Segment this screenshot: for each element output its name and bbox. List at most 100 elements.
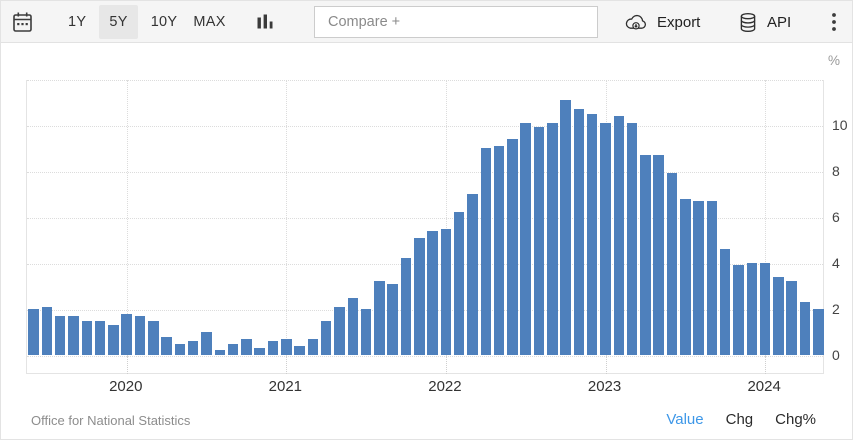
bar-jan-2020[interactable] [121, 313, 132, 355]
plot-area [26, 80, 824, 374]
y-axis-label-10: 10 [832, 117, 848, 133]
bar-aug-2019[interactable] [54, 315, 66, 355]
gridline-year-2024 [765, 80, 767, 356]
bar-may-2020[interactable] [174, 343, 186, 355]
y-axis-label-2: 2 [832, 301, 840, 317]
gridline-y-0 [27, 356, 823, 357]
chart-type-button[interactable] [257, 1, 274, 43]
bar-oct-2022[interactable] [560, 99, 571, 355]
database-icon [737, 12, 759, 33]
bar-oct-2021[interactable] [400, 258, 412, 355]
bar-nov-2023[interactable] [733, 265, 744, 355]
bar-sep-2023[interactable] [706, 200, 718, 355]
axis-tick-2022 [445, 356, 447, 374]
bar-dec-2022[interactable] [586, 113, 598, 355]
gridline-year-2021 [286, 80, 288, 356]
bar-dec-2020[interactable] [267, 341, 279, 355]
bar-jan-2023[interactable] [600, 122, 611, 355]
range-button-10y[interactable]: 10Y [148, 5, 181, 39]
bar-mar-2021[interactable] [307, 338, 319, 355]
bar-dec-2019[interactable] [108, 325, 119, 355]
bar-sep-2022[interactable] [547, 122, 558, 355]
bar-sep-2019[interactable] [68, 315, 79, 355]
bar-jul-2019[interactable] [41, 306, 53, 355]
bar-feb-2022[interactable] [453, 212, 465, 355]
bar-mar-2022[interactable] [467, 194, 478, 355]
bar-aug-2022[interactable] [533, 127, 545, 355]
x-axis-label-2023: 2023 [587, 378, 622, 395]
bar-jun-2020[interactable] [187, 341, 199, 355]
mode-link-chgpct[interactable]: Chg% [775, 411, 816, 428]
bar-nov-2019[interactable] [94, 320, 106, 355]
bar-nov-2022[interactable] [573, 108, 585, 355]
bar-may-2023[interactable] [653, 154, 664, 355]
bar-jan-2024[interactable] [759, 263, 771, 355]
bar-jul-2023[interactable] [680, 198, 691, 355]
bar-oct-2019[interactable] [81, 320, 92, 355]
calendar-button[interactable] [12, 1, 33, 43]
bar-jan-2022[interactable] [440, 228, 452, 355]
y-axis-label-8: 8 [832, 163, 840, 179]
columns-icon [257, 13, 274, 31]
gridline-y-10 [27, 126, 823, 127]
bar-dec-2023[interactable] [746, 263, 757, 355]
bar-aug-2020[interactable] [214, 350, 225, 355]
bar-feb-2023[interactable] [613, 115, 624, 355]
mode-link-chg[interactable]: Chg [725, 411, 754, 428]
bar-may-2024[interactable] [813, 309, 824, 355]
more-menu-button[interactable] [821, 1, 847, 43]
bar-apr-2021[interactable] [320, 320, 332, 355]
bar-jul-2022[interactable] [520, 122, 531, 355]
bar-aug-2021[interactable] [374, 281, 385, 355]
chart-area: % 2020 2021 2022 2023 2024 0 2 4 6 8 10 [1, 44, 852, 399]
y-axis-unit: % [828, 53, 841, 68]
bar-feb-2020[interactable] [134, 315, 146, 355]
source-link[interactable]: Office for National Statistics [31, 413, 191, 428]
gridline-year-2020 [126, 80, 128, 356]
api-label: API [767, 13, 792, 31]
bar-oct-2023[interactable] [719, 249, 731, 355]
y-axis-label-6: 6 [832, 209, 840, 225]
bar-jun-2022[interactable] [507, 138, 518, 355]
bar-dec-2021[interactable] [427, 230, 438, 355]
gridline-year-2022 [445, 80, 447, 356]
y-axis-label-4: 4 [832, 255, 840, 271]
kebab-menu-icon [831, 12, 837, 32]
bar-nov-2020[interactable] [254, 348, 265, 355]
bar-apr-2023[interactable] [640, 154, 651, 355]
bar-jul-2021[interactable] [360, 309, 372, 355]
bar-jun-2019[interactable] [28, 309, 39, 355]
export-button[interactable]: Export [624, 1, 700, 43]
bar-sep-2021[interactable] [387, 283, 398, 355]
bar-jun-2023[interactable] [666, 173, 678, 355]
x-axis-label-2021: 2021 [268, 378, 303, 395]
range-button-max[interactable]: MAX [190, 5, 228, 39]
range-button-5y[interactable]: 5Y [99, 5, 138, 39]
export-label: Export [657, 13, 701, 31]
axis-tick-2024 [765, 356, 767, 374]
bar-mar-2023[interactable] [626, 122, 638, 355]
bar-mar-2024[interactable] [786, 281, 797, 355]
bar-apr-2022[interactable] [480, 148, 491, 355]
bar-may-2021[interactable] [334, 306, 345, 355]
bar-apr-2020[interactable] [161, 336, 172, 355]
display-mode-links: Value Chg Chg% [666, 411, 816, 428]
compare-input[interactable] [314, 6, 598, 38]
bar-jan-2021[interactable] [281, 338, 292, 355]
bar-aug-2023[interactable] [693, 200, 704, 355]
bar-mar-2020[interactable] [148, 320, 159, 355]
bar-jul-2020[interactable] [201, 332, 212, 355]
bar-nov-2021[interactable] [414, 237, 425, 355]
api-button[interactable]: API [737, 1, 791, 43]
bar-feb-2024[interactable] [773, 276, 784, 355]
gridline-y-2 [27, 310, 823, 311]
bar-may-2022[interactable] [493, 145, 505, 355]
bar-oct-2020[interactable] [241, 338, 252, 355]
range-button-1y[interactable]: 1Y [65, 5, 89, 39]
bar-jun-2021[interactable] [347, 297, 358, 355]
bar-sep-2020[interactable] [227, 343, 239, 355]
bar-apr-2024[interactable] [799, 302, 811, 355]
bar-feb-2021[interactable] [294, 345, 305, 355]
mode-link-value[interactable]: Value [666, 411, 704, 428]
